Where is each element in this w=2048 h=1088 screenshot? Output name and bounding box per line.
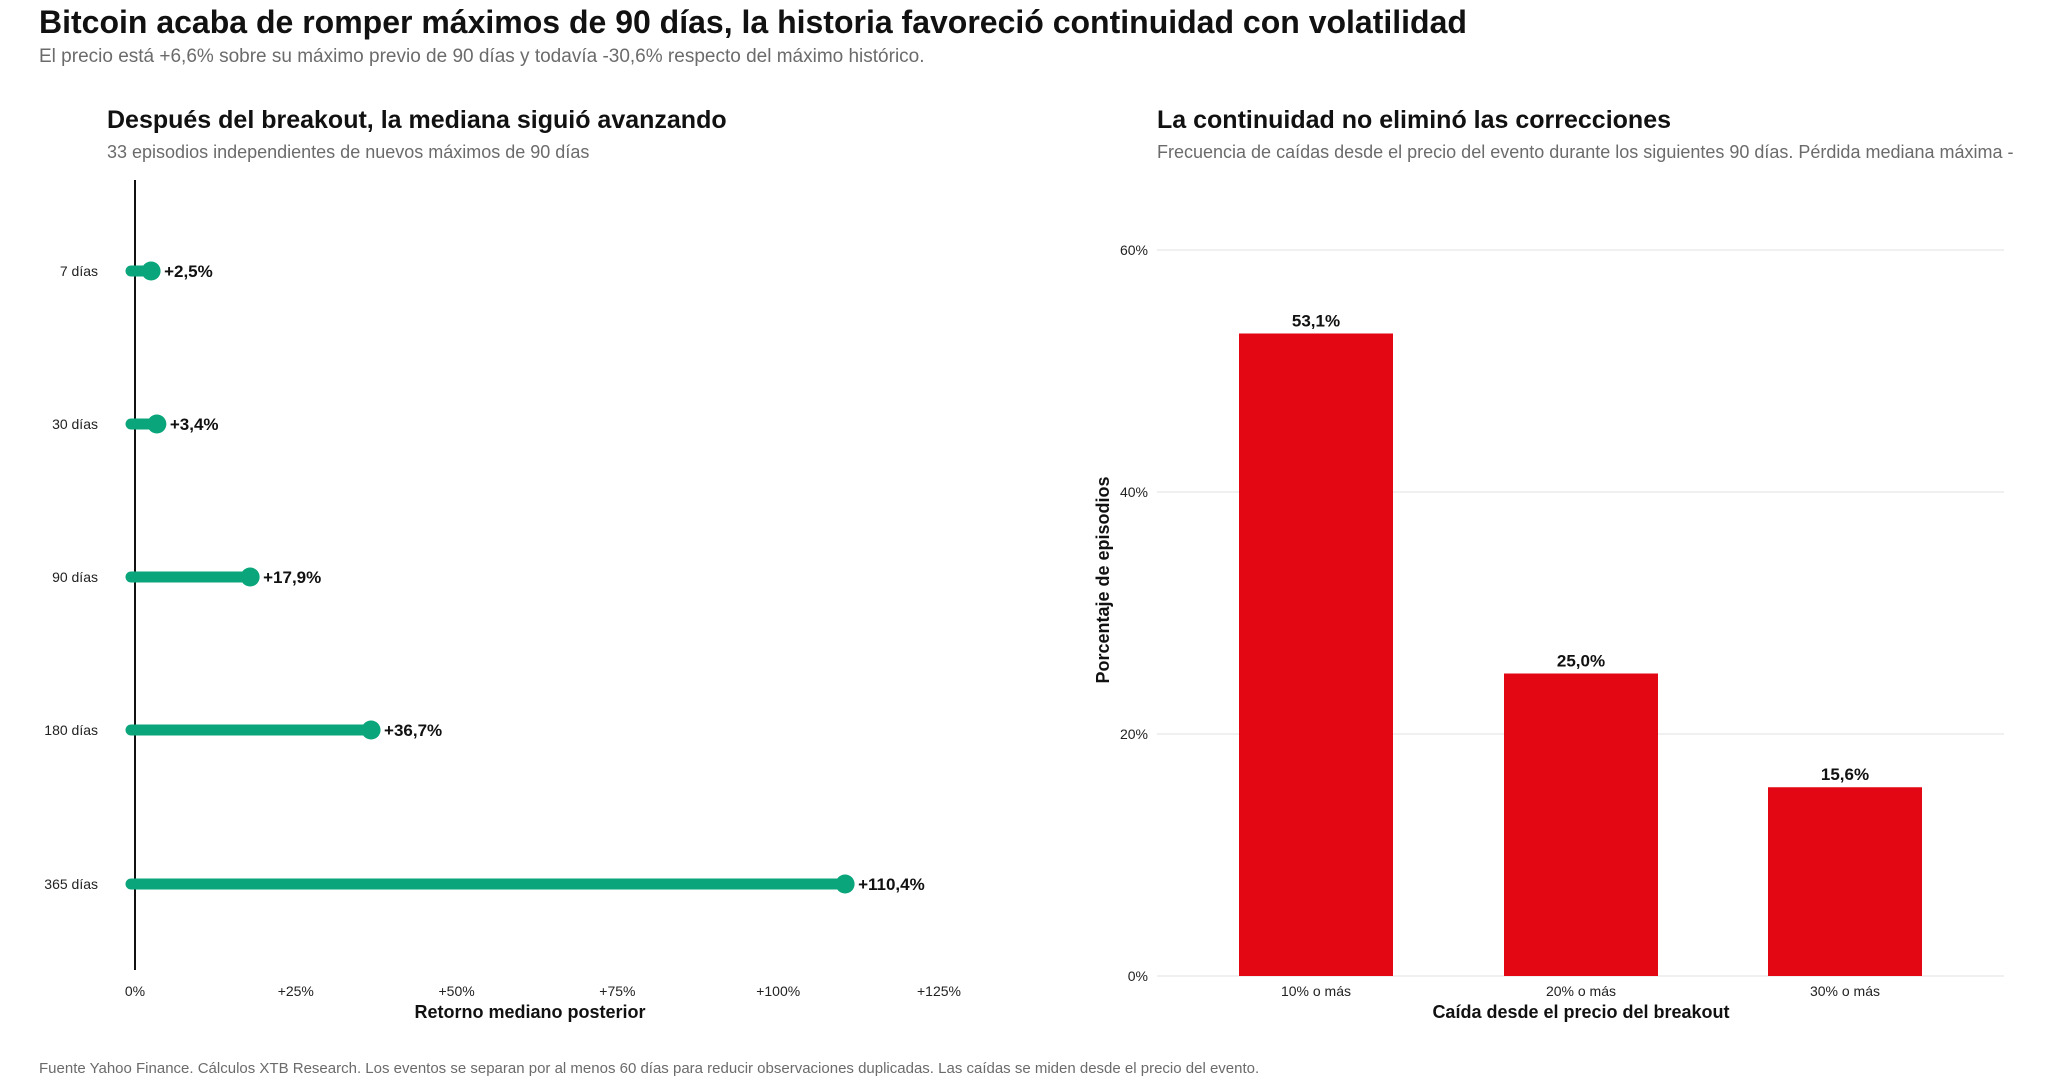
right-y-tick-label: 20%: [1120, 726, 1148, 742]
lollipop-value-label: +17,9%: [263, 568, 321, 587]
right-chart-subtitle: Frecuencia de caídas desde el precio del…: [1157, 142, 2014, 162]
right-bars: 53,1% 25,0% 15,6%: [1239, 311, 1922, 976]
footer-source-note: Fuente Yahoo Finance. Cálculos XTB Resea…: [39, 1060, 1260, 1077]
left-x-ticks: 0% +25% +50% +75% +100% +125%: [125, 983, 961, 999]
right-y-axis-title: Porcentaje de episodios: [1093, 476, 1113, 683]
lollipop-value-label: +2,5%: [164, 262, 213, 281]
bar-value-label: 15,6%: [1821, 765, 1869, 784]
bar-value-label: 53,1%: [1292, 311, 1340, 330]
lollipop-dot: [361, 720, 381, 740]
left-category-label: 30 días: [52, 416, 98, 432]
lollipop-value-label: +3,4%: [170, 415, 219, 434]
left-category-label: 7 días: [60, 263, 98, 279]
left-x-tick-label: +25%: [278, 983, 314, 999]
right-bar-chart: 53,1% 25,0% 15,6% 0% 20% 40% 60% 10% o más 20% …: [1093, 242, 2004, 1022]
right-y-tick-label: 40%: [1120, 484, 1148, 500]
left-chart-subtitle: 33 episodios independientes de nuevos má…: [107, 142, 590, 162]
left-x-tick-label: +100%: [756, 983, 800, 999]
main-title: Bitcoin acaba de romper máximos de 90 dí…: [39, 4, 1467, 40]
bar: [1504, 673, 1658, 976]
left-chart-title: Después del breakout, la mediana siguió …: [107, 106, 727, 134]
left-x-tick-label: +50%: [438, 983, 474, 999]
right-x-tick-label: 30% o más: [1810, 983, 1880, 999]
bar: [1768, 787, 1922, 976]
right-x-tick-label: 20% o más: [1546, 983, 1616, 999]
left-x-tick-label: 0%: [125, 983, 145, 999]
left-category-label: 180 días: [44, 722, 98, 738]
lollipop-dot: [141, 261, 161, 281]
right-x-tick-label: 10% o más: [1281, 983, 1351, 999]
right-ticks: 0% 20% 40% 60% 10% o más 20% o más 30% o más: [1120, 242, 1880, 999]
left-x-tick-label: +75%: [599, 983, 635, 999]
left-x-axis-title: Retorno mediano posterior: [414, 1002, 645, 1022]
lollipop-dot: [835, 874, 855, 894]
right-chart-title: La continuidad no eliminó las correccion…: [1157, 106, 1672, 134]
lollipop-value-label: +110,4%: [858, 875, 925, 894]
lollipop-dot: [147, 414, 167, 434]
left-lollipop-marks: +2,5% 7 días +3,4% 30 días +17,9% 90 días +36,…: [44, 261, 925, 894]
lollipop-dot: [240, 567, 260, 587]
bar: [1239, 333, 1393, 976]
left-category-label: 365 días: [44, 876, 98, 892]
right-y-tick-label: 0%: [1128, 968, 1148, 984]
lollipop-value-label: +36,7%: [384, 721, 442, 740]
right-y-tick-label: 60%: [1120, 242, 1148, 258]
main-subtitle: El precio está +6,6% sobre su máximo pre…: [39, 46, 925, 67]
bar-value-label: 25,0%: [1557, 652, 1605, 671]
left-category-label: 90 días: [52, 569, 98, 585]
left-lollipop-chart: +2,5% 7 días +3,4% 30 días +17,9% 90 días +36,…: [44, 180, 961, 1022]
left-x-tick-label: +125%: [917, 983, 961, 999]
right-x-axis-title: Caída desde el precio del breakout: [1432, 1002, 1729, 1022]
